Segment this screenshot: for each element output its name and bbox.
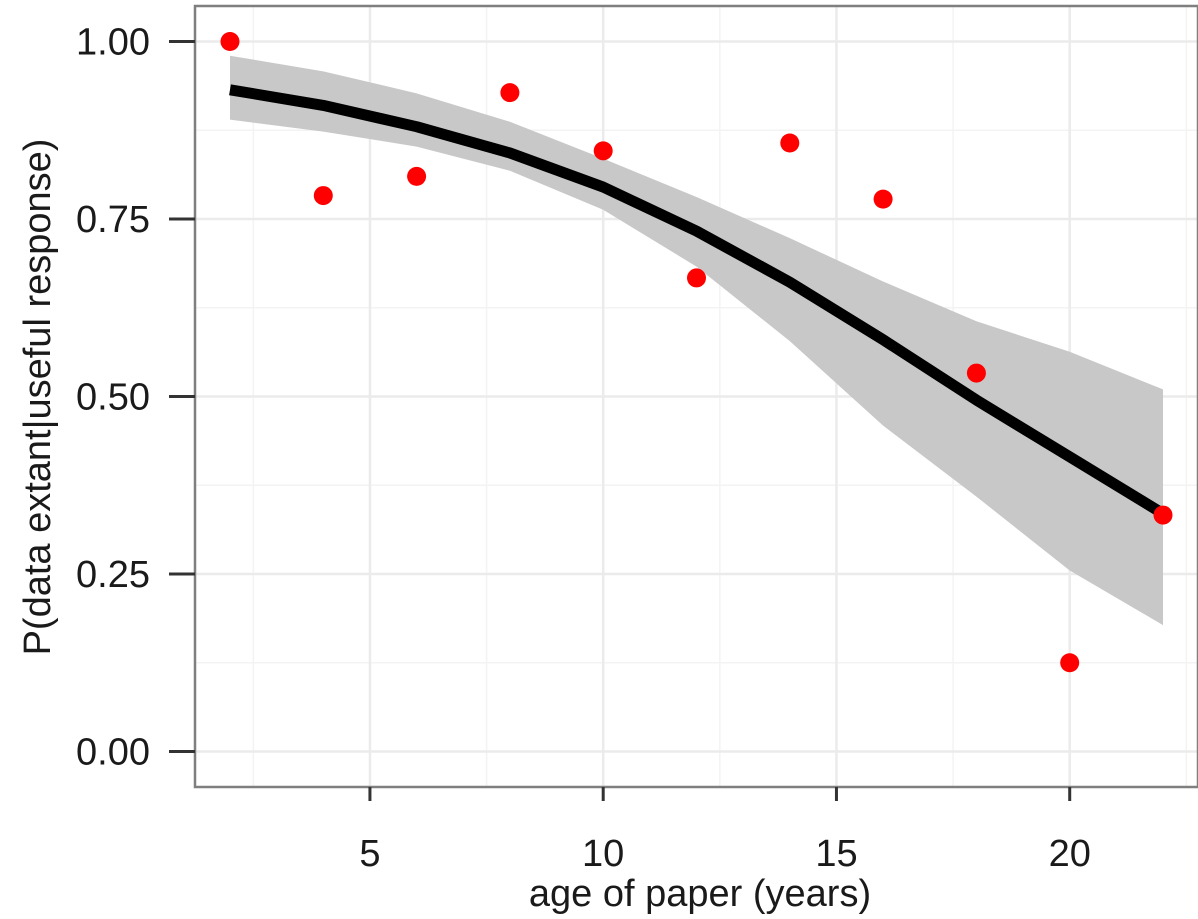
y-axis-title: P(data extant|useful response) (17, 139, 59, 656)
x-tick-label: 5 (359, 833, 380, 875)
data-point (500, 83, 520, 103)
y-tick-label: 0.00 (76, 732, 150, 774)
confidence-band (229, 55, 1164, 626)
data-point (873, 189, 893, 209)
major-gridlines (195, 6, 1198, 787)
x-axis: 5 10 15 20 (359, 787, 1091, 875)
y-tick-label: 0.25 (76, 554, 150, 596)
y-tick-label: 1.00 (76, 22, 150, 64)
y-axis: 0.00 0.25 0.50 0.75 1.00 (76, 22, 195, 774)
data-point (1153, 505, 1173, 525)
x-tick-label: 20 (1049, 833, 1091, 875)
data-point (687, 268, 706, 288)
data-point (313, 186, 333, 206)
y-tick-label: 0.75 (76, 199, 150, 241)
data-point (407, 166, 427, 186)
x-tick-label: 10 (582, 833, 624, 875)
plot-panel (193, 4, 1198, 789)
data-point (780, 133, 800, 153)
fit-line (229, 84, 1166, 519)
data-point (220, 32, 240, 51)
data-point (593, 141, 613, 161)
y-tick-label: 0.50 (76, 377, 150, 419)
data-point (1060, 653, 1080, 673)
x-axis-title: age of paper (years) (529, 873, 871, 915)
data-points (220, 32, 1173, 673)
x-tick-label: 15 (815, 833, 857, 875)
data-point (966, 363, 986, 383)
